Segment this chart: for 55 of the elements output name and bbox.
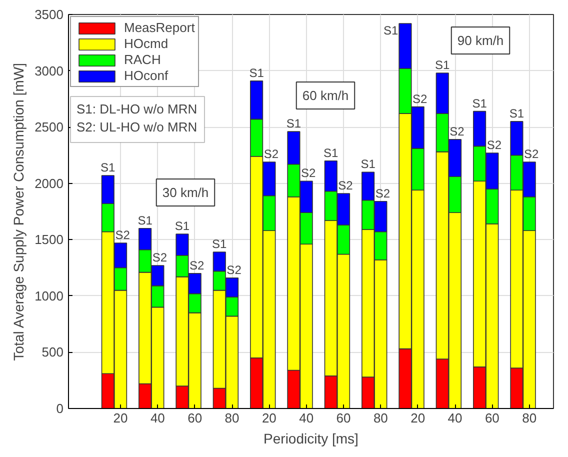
annotation: S2 [450,124,465,138]
x-tick-label: 60 [188,410,202,426]
annotation: 30 km/h [162,185,209,200]
annotation: 60 km/h [302,88,349,103]
annotation: S1 [249,66,264,80]
annotation: S1 [435,58,450,72]
x-tick-label: 60 [336,410,351,426]
annotation: S2 [338,178,354,192]
y-tick-label: 3500 [34,7,64,22]
annotation: S2 [301,166,316,180]
annotation: S2 [190,258,205,272]
annotation: S2 [264,146,279,161]
annotation: S1 [138,213,153,228]
legend-label: HOcmd [124,36,168,51]
x-tick-label: 80 [373,410,388,426]
legend-label: MeasReport [124,20,195,35]
y-tick-label: 0 [56,401,64,416]
y-tick-label: 500 [42,344,64,360]
annotation: S2 [375,186,390,200]
annotation: S1 [212,237,228,252]
y-tick-label: 3000 [34,63,64,78]
annotation: S1 [472,96,488,110]
x-tick-label: 20 [113,410,128,426]
annotation: S1 [509,106,524,120]
legend-label: RACH [124,52,161,67]
annotation: S2: UL-HO w/o MRN [76,120,198,134]
annotation: S2 [115,228,130,242]
x-tick-label: 40 [150,410,165,426]
annotation: S1 [286,116,302,131]
x-tick-label: 40 [448,410,462,426]
x-tick-label: 20 [410,410,426,426]
annotation: S2 [152,250,168,265]
y-tick-label: 2000 [34,176,64,191]
y-tick-label: 1000 [34,288,64,304]
x-tick-label: 80 [224,410,240,426]
x-axis-title: Periodicity [ms] [264,430,358,446]
annotation: S1 [324,146,339,160]
annotation: S2 [524,146,540,161]
y-tick-label: 2500 [34,120,64,135]
annotation: S2 [226,262,242,277]
annotation: S2 [486,138,502,152]
annotation: S1 [100,160,116,174]
annotation: S1: DL-HO w/o MRN [76,102,198,116]
y-axis-title: Total Average Supply Power Consumption [mW] [10,62,27,361]
legend-label: HOconf [124,68,168,83]
annotation: S2 [412,92,428,106]
annotation: 90 km/h [457,33,504,48]
annotation: S1 [384,24,399,38]
y-tick-label: 1500 [34,232,64,248]
x-tick-label: 20 [262,410,276,426]
annotation: S1 [360,157,376,172]
annotation: S1 [174,219,190,234]
x-tick-label: 80 [522,410,537,426]
x-tick-label: 60 [484,410,500,426]
x-tick-label: 40 [299,410,314,426]
